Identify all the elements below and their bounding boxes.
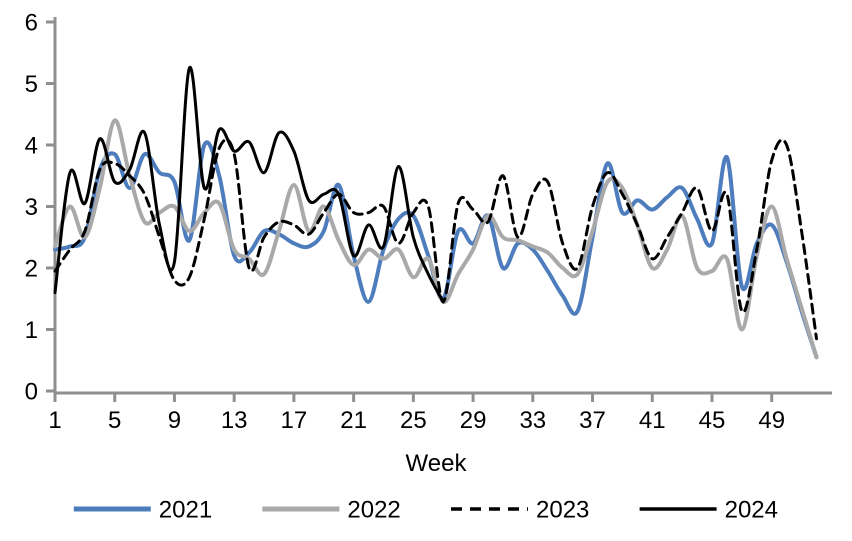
y-tick-label: 1 [25,317,38,344]
x-tick-label: 21 [340,407,367,434]
legend-label-2023: 2023 [536,497,589,524]
y-tick-label: 0 [25,379,38,406]
x-tick-label: 13 [221,407,248,434]
x-tick-label: 9 [168,407,181,434]
x-tick-label: 1 [48,407,61,434]
x-tick-label: 5 [108,407,121,434]
y-tick-label: 3 [25,194,38,221]
x-tick-label: 45 [699,407,726,434]
legend-item-2022: 2022 [262,497,401,524]
legend-label-2022: 2022 [347,497,400,524]
x-tick-label: 49 [758,407,785,434]
y-tick-label: 2 [25,256,38,283]
x-axis-title: Week [406,450,468,477]
x-tick-label: 33 [519,407,546,434]
series-line-2024 [53,66,445,304]
x-tick-label: 25 [400,407,427,434]
legend: 2021 2022 2023 2024 [73,497,778,524]
legend-item-2024: 2024 [639,497,778,524]
x-tick-label: 41 [639,407,666,434]
y-tick-label: 5 [25,71,38,98]
x-tick-label: 17 [281,407,308,434]
series-line-2021 [53,140,819,360]
legend-item-2021: 2021 [73,497,212,524]
series-lines [53,66,819,360]
x-tick-label: 37 [579,407,606,434]
y-tick-label: 4 [25,133,38,160]
legend-item-2023: 2023 [451,497,589,524]
series-line-2023 [53,138,818,341]
x-tick-label: 29 [460,407,487,434]
legend-label-2024: 2024 [725,497,778,524]
y-tick-label: 6 [25,10,38,37]
series-line-2022 [53,118,819,360]
legend-label-2021: 2021 [159,497,212,524]
